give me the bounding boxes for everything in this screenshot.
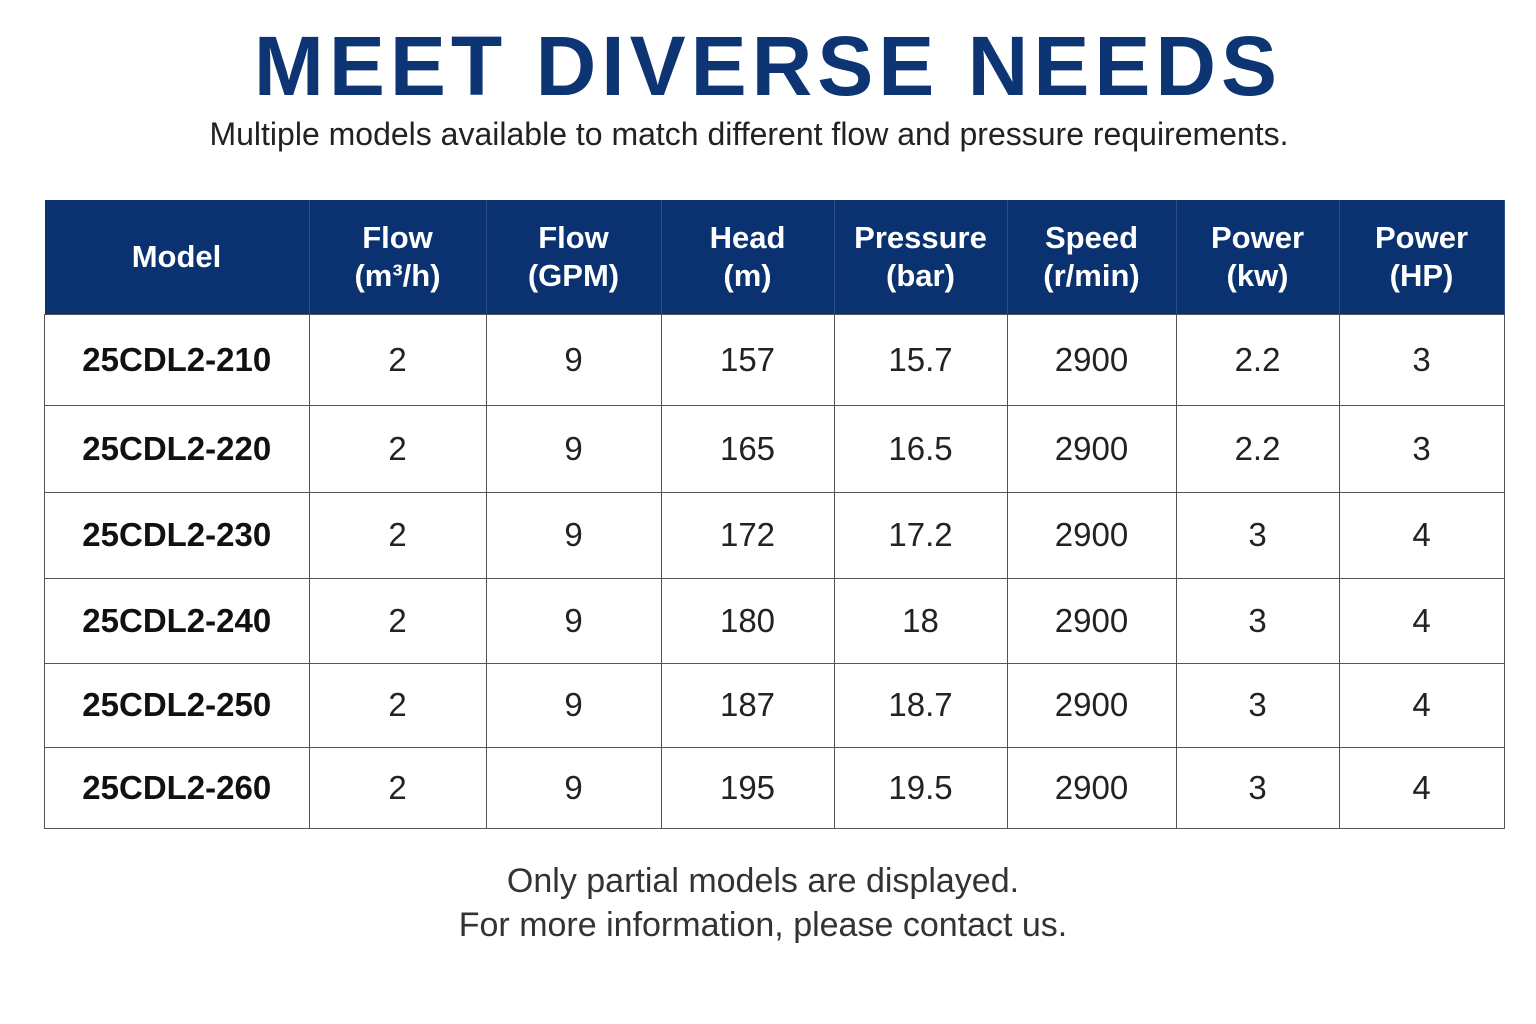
value-cell: 15.7 [833,313,1008,406]
value-cell: 2 [308,491,487,579]
value-cell: 9 [485,404,662,493]
value-cell: 3 [1175,577,1340,664]
value-cell: 9 [485,746,662,829]
column-header: Head (m) [661,200,835,314]
table-row: 25CDL2-230 2 9 172 17.2 2900 3 4 [44,491,1505,579]
column-header: Pressure (bar) [834,200,1008,314]
header-text: Head [709,219,786,255]
value-cell: 9 [485,491,662,579]
table-row: 25CDL2-220 2 9 165 16.5 2900 2.2 3 [44,404,1505,493]
header-text: Power [1210,219,1305,255]
value-cell: 2.2 [1175,313,1340,406]
header-text: Power [1374,219,1469,255]
value-cell: 2900 [1006,577,1177,664]
value-cell: 9 [485,662,662,748]
column-header: Model [44,200,310,314]
column-header: Flow (GPM) [486,200,662,314]
value-cell: 195 [660,746,835,829]
footer-line: For more information, please contact us. [458,906,1068,944]
column-header: Power (kw) [1176,200,1340,314]
value-cell: 4 [1338,662,1505,748]
column-header: Speed (r/min) [1007,200,1177,314]
value-cell: 4 [1338,577,1505,664]
header-text: (m) [723,257,772,293]
value-cell: 3 [1175,746,1340,829]
title: MEET DIVERSE NEEDS [253,19,1283,113]
value-cell: 2900 [1006,746,1177,829]
header-text: Speed [1044,219,1139,255]
model-cell: 25CDL2-230 [44,491,310,579]
value-cell: 17.2 [833,491,1008,579]
value-cell: 2 [308,577,487,664]
value-cell: 2 [308,746,487,829]
model-cell: 25CDL2-240 [44,577,310,664]
value-cell: 2 [308,404,487,493]
value-cell: 3 [1175,491,1340,579]
value-cell: 19.5 [833,746,1008,829]
model-cell: 25CDL2-250 [44,662,310,748]
header-text: Model [131,238,222,274]
header-text: (GPM) [527,257,620,293]
value-cell: 4 [1338,491,1505,579]
header-text: (r/min) [1043,257,1140,293]
value-cell: 3 [1175,662,1340,748]
table-row: 25CDL2-260 2 9 195 19.5 2900 3 4 [44,746,1505,829]
model-cell: 25CDL2-220 [44,404,310,493]
value-cell: 187 [660,662,835,748]
spec-table: Model Flow (m³/h) Flow (GPM) Head (m) Pressure(… [44,200,1505,829]
column-header: Power (HP) [1339,200,1505,314]
header-text: Flow [538,219,609,255]
value-cell: 2 [308,313,487,406]
column-header: Flow (m³/h) [309,200,487,314]
table-row: 25CDL2-240 2 9 180 18 2900 3 4 [44,577,1505,664]
header-text: (bar) [886,257,955,293]
model-cell: 25CDL2-210 [44,313,310,406]
table-row: 25CDL2-250 2 9 187 18.7 2900 3 4 [44,662,1505,748]
value-cell: 18 [833,577,1008,664]
value-cell: 3 [1338,313,1505,406]
value-cell: 2900 [1006,313,1177,406]
value-cell: 9 [485,313,662,406]
value-cell: 4 [1338,746,1505,829]
subtitle: Multiple models available to match diffe… [209,116,1289,152]
header-text: (kw) [1226,257,1289,293]
value-cell: 2900 [1006,491,1177,579]
header-text: (m³/h) [354,257,441,293]
value-cell: 165 [660,404,835,493]
value-cell: 180 [660,577,835,664]
value-cell: 9 [485,577,662,664]
value-cell: 157 [660,313,835,406]
value-cell: 18.7 [833,662,1008,748]
header-text: Pressure [854,219,987,255]
value-cell: 3 [1338,404,1505,493]
value-cell: 2.2 [1175,404,1340,493]
table-row: 25CDL2-210 2 9 157 15.7 2900 2.2 3 [44,313,1505,406]
header-text: (HP) [1389,257,1454,293]
value-cell: 2 [308,662,487,748]
header-text: Flow [362,219,433,255]
value-cell: 172 [660,491,835,579]
model-cell: 25CDL2-260 [44,746,310,829]
footer-line: Only partial models are displayed. [506,862,1020,900]
value-cell: 2900 [1006,404,1177,493]
value-cell: 2900 [1006,662,1177,748]
value-cell: 16.5 [833,404,1008,493]
